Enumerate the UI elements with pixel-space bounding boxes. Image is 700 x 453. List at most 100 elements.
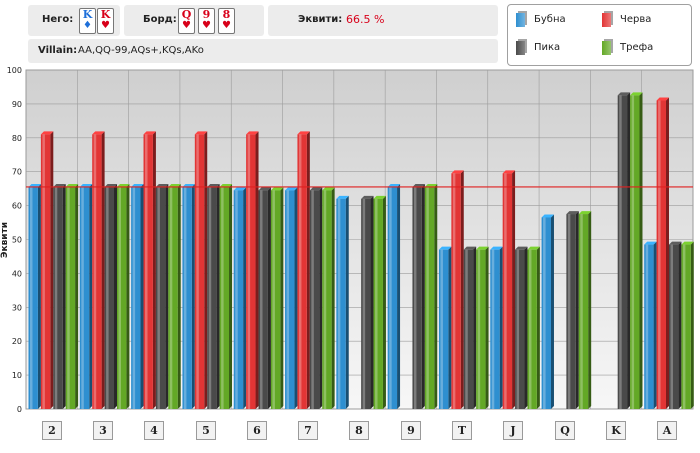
bar-7-Трефа (322, 187, 335, 409)
y-axis-title: Эквити (0, 222, 10, 258)
legend-label-diamonds: Бубна (534, 14, 566, 25)
bar-T-Трефа (476, 246, 489, 409)
bar-7-Бубна (285, 187, 298, 409)
rank-button-J[interactable]: J (503, 421, 523, 440)
board-card-3[interactable]: 8 ♥ (218, 8, 235, 34)
bar-3-Трефа (117, 183, 130, 409)
y-tick-label: 10 (12, 371, 22, 380)
bar-A-Бубна (644, 241, 657, 409)
rank-button-8[interactable]: 8 (349, 421, 369, 440)
board-card-1[interactable]: Q ♥ (178, 8, 195, 34)
bar-5-Бубна (182, 183, 195, 409)
bar-3-Бубна (79, 183, 93, 409)
rank-button-T[interactable]: T (452, 421, 472, 440)
hero-card-2-rank: K (100, 8, 111, 21)
y-tick-label: 20 (12, 337, 22, 346)
bar-4-Трефа (168, 183, 181, 409)
hero-card-1[interactable]: K ♦ (79, 8, 96, 34)
bar-A-Трефа (681, 241, 694, 409)
y-tick-label: 30 (12, 303, 22, 312)
bar-8-Бубна (336, 195, 349, 409)
rank-button-5[interactable]: 5 (196, 421, 216, 440)
bar-9-Бубна (387, 183, 401, 409)
equity-panel (268, 5, 498, 36)
legend-label-clubs: Трефа (620, 42, 654, 53)
board-card-1-rank: Q (181, 8, 192, 21)
legend-swatch-spades (516, 41, 525, 55)
rank-button-7[interactable]: 7 (298, 421, 318, 440)
hero-label: Него: (42, 14, 74, 25)
bar-J-Бубна (490, 246, 503, 409)
bar-4-Пика (155, 183, 169, 409)
rank-button-3[interactable]: 3 (93, 421, 113, 440)
bar-7-Пика (309, 187, 323, 409)
board-card-3-suit: ♥ (222, 20, 231, 31)
rank-button-Q[interactable]: Q (555, 421, 575, 440)
bar-8-Пика (361, 195, 374, 409)
bar-2-Пика (53, 183, 66, 409)
y-tick-label: 60 (12, 202, 22, 211)
bar-4-Черва (143, 131, 156, 409)
board-card-1-suit: ♥ (182, 20, 191, 31)
bar-2-Трефа (65, 183, 79, 409)
bar-Q-Пика (566, 211, 579, 409)
bar-4-Бубна (131, 183, 144, 409)
bar-6-Пика (258, 187, 271, 409)
bar-3-Пика (104, 183, 118, 409)
rank-button-2[interactable]: 2 (42, 421, 62, 440)
legend-swatch-diamonds (516, 13, 525, 27)
bar-5-Черва (194, 131, 208, 409)
hero-card-2-suit: ♥ (101, 20, 110, 31)
legend-swatch-hearts (602, 13, 611, 27)
bar-J-Пика (515, 246, 528, 409)
y-tick-label: 100 (7, 66, 22, 75)
y-tick-label: 50 (12, 236, 22, 245)
bar-T-Пика (463, 246, 477, 409)
bar-J-Черва (502, 170, 516, 409)
bar-5-Пика (207, 183, 220, 409)
rank-button-4[interactable]: 4 (144, 421, 164, 440)
villain-panel (28, 39, 498, 63)
hero-card-1-rank: K (82, 8, 93, 21)
y-tick-label: 0 (17, 405, 22, 414)
hero-card-2[interactable]: K ♥ (97, 8, 114, 34)
bar-6-Бубна (233, 187, 247, 409)
bar-Q-Бубна (541, 214, 554, 409)
bar-6-Трефа (270, 187, 284, 409)
equity-label: Эквити: (298, 14, 343, 25)
bar-9-Пика (412, 183, 425, 409)
villain-range: AA,QQ-99,AQs+,KQs,AKo (78, 45, 204, 56)
bar-T-Бубна (438, 246, 452, 409)
hero-card-1-suit: ♦ (83, 20, 92, 31)
bar-J-Трефа (527, 246, 540, 409)
board-card-3-rank: 8 (222, 8, 231, 21)
rank-button-9[interactable]: 9 (401, 421, 421, 440)
bar-6-Черва (246, 131, 259, 409)
bar-T-Черва (451, 170, 464, 409)
board-card-2-suit: ♥ (202, 20, 211, 31)
y-tick-label: 40 (12, 269, 22, 278)
rank-button-6[interactable]: 6 (247, 421, 267, 440)
bar-2-Бубна (28, 183, 41, 409)
bar-K-Трефа (630, 92, 643, 410)
board-label: Борд: (143, 14, 177, 25)
bar-K-Пика (617, 92, 631, 410)
bar-5-Трефа (219, 183, 233, 409)
villain-label: Villain: (38, 45, 78, 56)
y-tick-label: 70 (12, 168, 22, 177)
bar-9-Трефа (424, 183, 438, 409)
board-card-2[interactable]: 9 ♥ (198, 8, 215, 34)
rank-button-A[interactable]: A (657, 421, 677, 440)
bar-Q-Трефа (578, 211, 592, 409)
legend-label-spades: Пика (534, 42, 561, 53)
chart-legend: Бубна Черва Пика Трефа (507, 4, 692, 66)
y-tick-label: 80 (12, 134, 22, 143)
legend-swatch-clubs (602, 41, 611, 55)
board-card-2-rank: 9 (202, 8, 211, 21)
bar-8-Трефа (373, 195, 386, 409)
bar-A-Черва (656, 97, 669, 409)
bar-3-Черва (92, 131, 105, 409)
rank-button-K[interactable]: K (606, 421, 626, 440)
equity-value: 66.5 % (346, 13, 385, 26)
